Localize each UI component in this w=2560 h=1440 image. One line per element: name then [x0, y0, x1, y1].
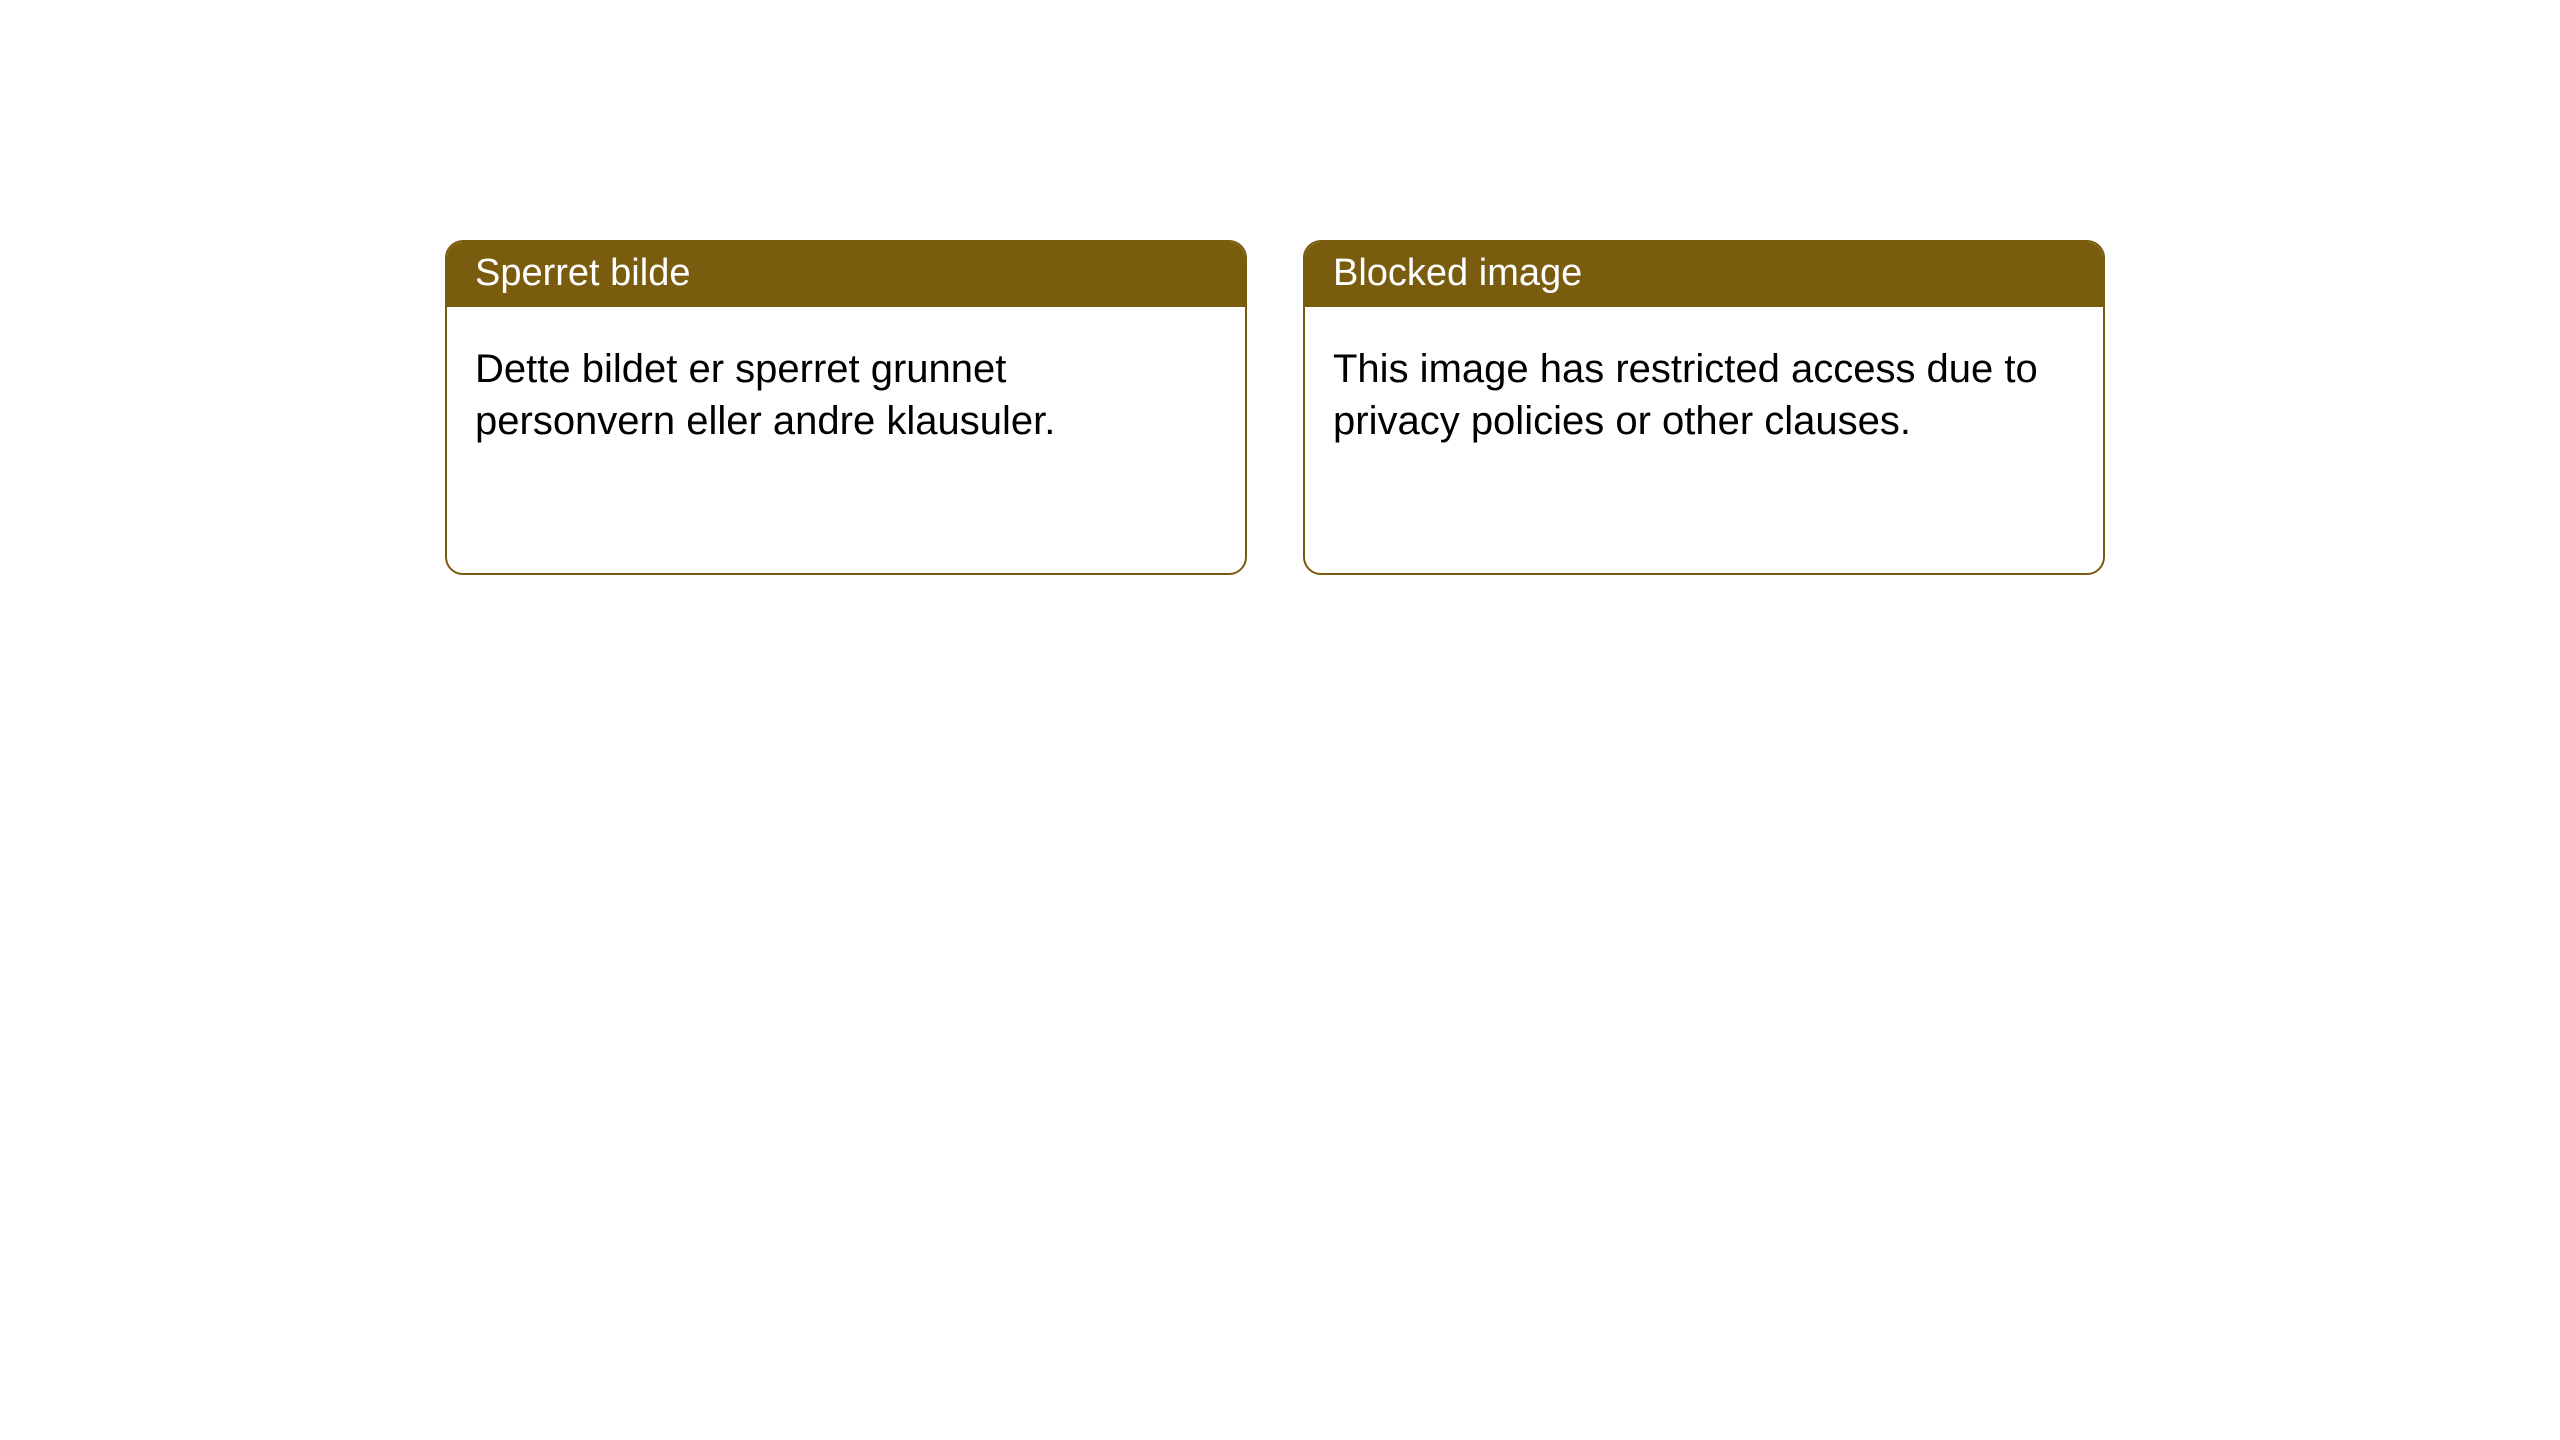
notice-header: Sperret bilde [447, 242, 1245, 307]
notice-message: Dette bildet er sperret grunnet personve… [475, 347, 1055, 443]
notice-container: Sperret bilde Dette bildet er sperret gr… [0, 0, 2560, 575]
notice-title: Sperret bilde [475, 252, 690, 294]
notice-header: Blocked image [1305, 242, 2103, 307]
notice-title: Blocked image [1333, 252, 1582, 294]
notice-message: This image has restricted access due to … [1333, 347, 2038, 443]
notice-card-english: Blocked image This image has restricted … [1303, 240, 2105, 575]
notice-body: Dette bildet er sperret grunnet personve… [447, 307, 1245, 483]
notice-body: This image has restricted access due to … [1305, 307, 2103, 483]
notice-card-norwegian: Sperret bilde Dette bildet er sperret gr… [445, 240, 1247, 575]
